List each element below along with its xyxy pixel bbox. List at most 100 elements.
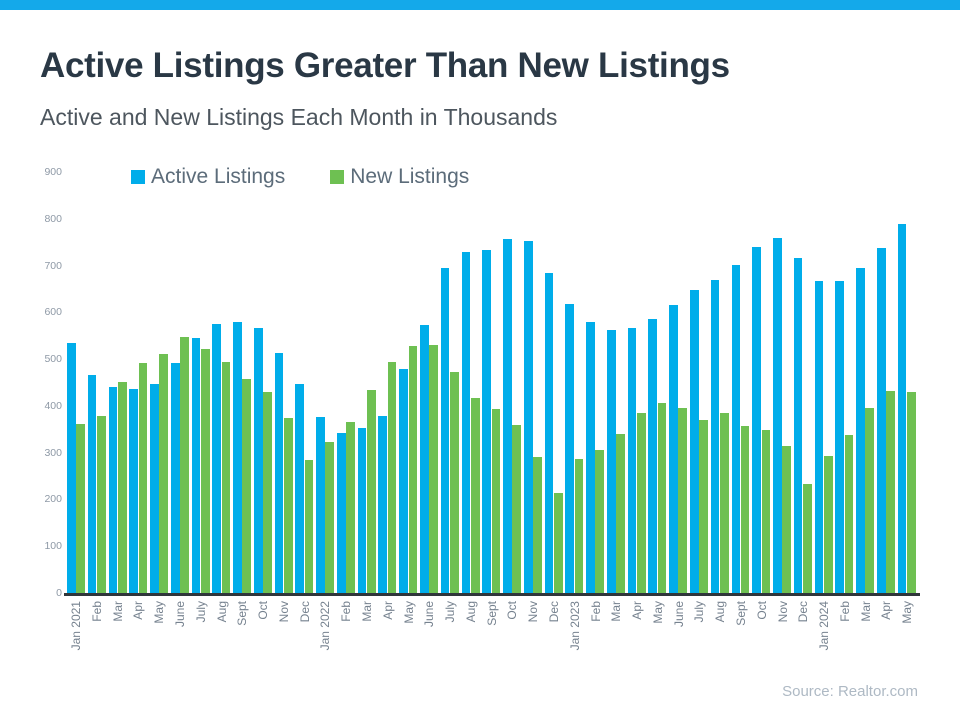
bar-group (274, 353, 296, 593)
y-axis-tick-label: 400 (44, 399, 62, 412)
bar-active-listings (731, 264, 741, 593)
x-axis-tick-label: Feb (89, 601, 104, 622)
bar-active-listings (876, 248, 886, 593)
x-axis-tick-label: May (900, 601, 915, 624)
bar-new-listings (574, 459, 584, 593)
x-axis-tick-label: Sept (484, 601, 499, 626)
x-axis-tick-label: Jan 2023 (567, 601, 582, 651)
bar-new-listings (450, 371, 459, 593)
bar-group (233, 321, 254, 593)
x-axis-tick-label: May (401, 601, 416, 624)
y-axis-tick-label: 0 (56, 587, 62, 599)
x-axis-tick-label: Apr (879, 601, 894, 620)
bar-new-listings (782, 446, 791, 593)
bar-new-listings (491, 409, 501, 593)
legend-swatch-active-listings (131, 169, 145, 184)
bar-new-listings (720, 412, 729, 593)
y-axis-tick-label: 300 (44, 446, 62, 459)
bar-new-listings (325, 441, 335, 593)
bar-group (482, 250, 503, 593)
bar-group (191, 337, 213, 593)
bar-new-listings (678, 408, 688, 593)
bar-group (773, 238, 794, 593)
chart-legend: Active Listings New Listings (131, 166, 469, 187)
bar-active-listings (212, 324, 222, 593)
bar-new-listings (553, 492, 563, 593)
x-axis-line (64, 593, 920, 596)
bar-new-listings (221, 361, 231, 593)
y-axis-tick-label: 600 (44, 306, 62, 319)
bar-active-listings (544, 273, 554, 593)
bar-group (648, 319, 669, 593)
bar-new-listings (761, 430, 771, 593)
bar-new-listings (595, 449, 605, 593)
x-axis-tick-label: Nov (526, 601, 541, 623)
bar-active-listings (627, 328, 637, 593)
bar-active-listings (793, 258, 803, 593)
bar-group (897, 223, 919, 593)
bar-active-listings (586, 321, 595, 593)
bar-group (523, 240, 545, 593)
bar-new-listings (844, 434, 854, 593)
bar-group (544, 273, 566, 593)
bar-group (565, 304, 586, 593)
x-axis-tick-label: Dec (297, 601, 312, 623)
x-axis-tick-label: July (692, 601, 707, 623)
bar-new-listings (367, 390, 376, 593)
bar-new-listings (699, 419, 708, 593)
bar-new-listings (242, 378, 252, 593)
bar-new-listings (636, 413, 646, 593)
bar-new-listings (803, 483, 812, 593)
bar-new-listings (346, 421, 355, 593)
bar-new-listings (200, 348, 210, 593)
bar-group (814, 281, 836, 593)
x-axis-tick-label: Oct (754, 601, 769, 620)
y-axis-tick-label: 700 (44, 259, 62, 272)
bar-group (212, 324, 233, 593)
bar-active-listings (336, 432, 346, 593)
bar-group (856, 267, 877, 593)
bar-active-listings (710, 279, 720, 593)
bar-new-listings (533, 456, 542, 593)
bar-active-listings (814, 281, 824, 593)
y-axis-tick-label: 900 (44, 166, 62, 178)
bar-active-listings (773, 238, 782, 593)
bar-new-listings (657, 402, 667, 593)
bar-group (710, 279, 732, 593)
legend-item-new-listings: New Listings (330, 166, 469, 187)
bar-active-listings (87, 375, 97, 593)
bar-new-listings (387, 361, 397, 593)
bar-active-listings (399, 369, 408, 593)
bar-group (378, 361, 399, 593)
bar-active-listings (357, 428, 367, 593)
bar-new-listings (263, 391, 272, 593)
bar-active-listings (378, 416, 388, 593)
bar-active-listings (108, 386, 118, 593)
bar-group (67, 343, 88, 593)
bar-group (316, 416, 337, 593)
bar-new-listings (823, 455, 833, 593)
bar-new-listings (906, 391, 916, 593)
bar-new-listings (886, 390, 895, 593)
x-axis-tick-label: Mar (609, 601, 624, 622)
source-attribution: Source: Realtor.com (782, 683, 918, 700)
bar-group (793, 258, 815, 593)
x-axis-tick-label: Mar (858, 601, 873, 622)
bar-new-listings (138, 362, 148, 593)
bar-new-listings (429, 344, 438, 593)
bar-active-listings (440, 268, 450, 593)
bar-group (357, 390, 379, 593)
bar-group (336, 421, 358, 593)
bar-group (440, 268, 462, 593)
bar-new-listings (180, 336, 189, 593)
y-axis-tick-label: 500 (44, 353, 62, 366)
bar-new-listings (865, 407, 875, 593)
legend-swatch-new-listings (330, 169, 345, 184)
bar-active-listings (253, 328, 263, 593)
y-axis-tick-label: 200 (44, 493, 62, 506)
bar-new-listings (740, 426, 750, 593)
bar-group (689, 290, 711, 593)
bar-active-listings (233, 321, 242, 593)
x-axis-tick-label: Mar (110, 601, 125, 622)
